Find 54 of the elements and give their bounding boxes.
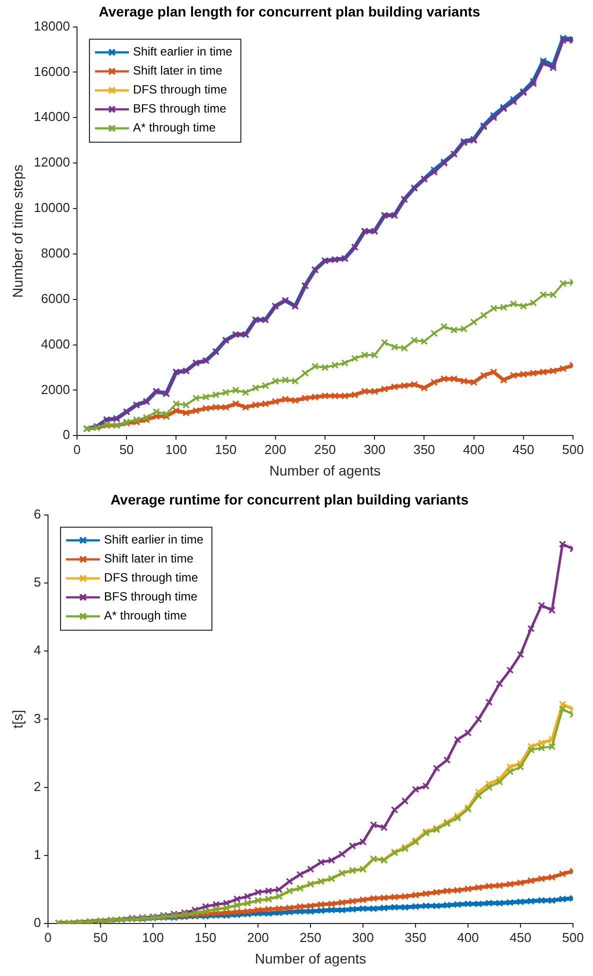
x-tick-label: 500 [562,442,584,457]
y-tick-label: 0 [62,427,70,442]
legend-label: Shift earlier in time [104,532,204,547]
y-axis-title: t[s] [9,710,26,729]
x-tick-label: 500 [562,930,584,945]
legend-label: A* through time [132,120,216,135]
x-tick-label: 300 [364,442,386,457]
y-tick-label: 0 [34,915,42,930]
legend-label: DFS through time [132,82,228,97]
x-tick-label: 150 [194,930,216,945]
y-tick-label: 10000 [34,200,70,216]
y-tick-label: 1 [34,847,42,862]
legend-label: BFS through time [104,590,198,604]
y-axis-title: Number of time steps [9,164,26,298]
x-tick-label: 250 [314,442,336,457]
y-tick-label: 3 [34,710,42,726]
x-tick-label: 350 [404,930,426,945]
legend-label: Shift earlier in time [132,44,233,59]
x-tick-label: 200 [247,930,269,945]
y-tick-label: 18000 [34,18,70,34]
y-tick-label: 2 [34,778,42,794]
y-tick-label: 2000 [41,382,70,397]
x-tick-label: 450 [510,930,532,945]
x-tick-label: 50 [93,930,108,945]
y-tick-label: 4 [34,642,42,658]
x-tick-label: 300 [352,930,374,945]
chart-title: Average runtime for concurrent plan building variants [110,491,469,508]
y-tick-label: 14000 [34,109,70,124]
legend-label: Shift later in time [104,552,194,566]
legend-label: Shift later in time [132,64,223,78]
y-tick-label: 12000 [34,154,70,170]
x-tick-label: 150 [214,442,237,457]
x-tick-label: 400 [462,442,485,457]
y-tick-label: 5 [34,574,42,590]
x-tick-label: 50 [119,442,134,457]
chart-title: Average plan length for concurrent plan building variants [98,3,480,20]
x-tick-label: 350 [413,442,436,457]
y-tick-label: 16000 [34,64,70,79]
x-tick-label: 100 [165,442,188,457]
x-axis-title: Number of agents [254,950,366,966]
legend-label: DFS through time [104,570,198,585]
y-tick-label: 6 [34,506,42,522]
y-tick-label: 6000 [41,290,70,306]
legend-label: A* through time [104,608,188,623]
x-tick-label: 250 [300,930,322,945]
x-tick-label: 100 [142,930,164,945]
x-tick-label: 200 [264,442,286,457]
x-tick-label: 450 [512,442,534,457]
y-tick-label: 8000 [41,245,70,260]
y-tick-label: 4000 [41,336,70,352]
x-tick-label: 400 [457,930,479,945]
x-tick-label: 0 [73,442,81,457]
x-axis-title: Number of agents [269,462,381,478]
legend-label: BFS through time [132,102,227,116]
